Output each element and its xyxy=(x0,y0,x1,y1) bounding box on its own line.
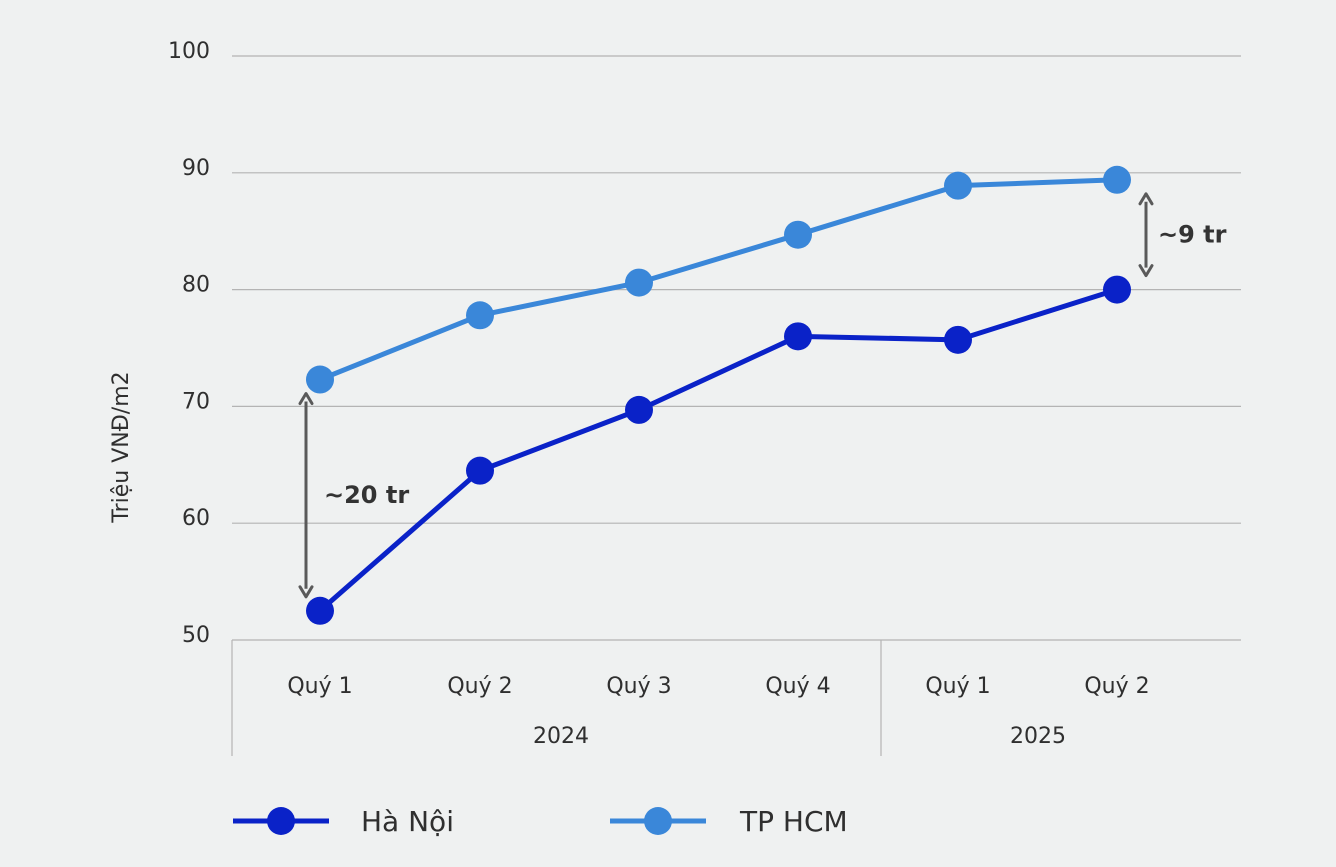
data-point xyxy=(625,268,653,297)
y-tick-label: 50 xyxy=(182,623,210,648)
y-tick-label: 70 xyxy=(182,389,210,414)
legend-label: TP HCM xyxy=(739,805,848,838)
series-line xyxy=(317,287,1120,614)
legend-item: Hà Nội xyxy=(233,805,454,838)
series xyxy=(306,165,1131,625)
series-ha-noi xyxy=(306,275,1131,625)
y-axis-title: Triệu VNĐ/m2 xyxy=(109,371,134,523)
y-axis-ticks: 50 60 70 80 90 100 xyxy=(168,39,210,648)
legend-label: Hà Nội xyxy=(361,805,454,838)
data-point xyxy=(784,322,812,351)
y-tick-label: 60 xyxy=(182,506,210,531)
data-point xyxy=(306,596,334,625)
annotation-arrow-head xyxy=(298,585,314,599)
x-tick-label: Quý 1 xyxy=(287,674,352,699)
legend-item: TP HCM xyxy=(610,805,848,838)
legend-marker xyxy=(644,807,672,835)
y-tick-label: 100 xyxy=(168,39,210,64)
data-point xyxy=(1103,165,1131,194)
x-tick-label: Quý 2 xyxy=(447,674,512,699)
gridlines xyxy=(232,55,1241,641)
data-point xyxy=(466,301,494,330)
annotation-label: ~20 tr xyxy=(324,481,409,509)
legend-marker xyxy=(267,807,295,835)
series-line xyxy=(317,177,1120,383)
data-point xyxy=(625,395,653,424)
x-group-label: 2025 xyxy=(1010,724,1066,749)
data-point xyxy=(1103,275,1131,304)
y-tick-label: 90 xyxy=(182,156,210,181)
annotation-arrow-head xyxy=(298,392,314,406)
data-point xyxy=(944,171,972,200)
annotation-arrow-head xyxy=(1138,264,1154,278)
annotations: ~20 tr ~9 tr xyxy=(298,192,1227,599)
annotation-label: ~9 tr xyxy=(1158,221,1227,249)
y-tick-label: 80 xyxy=(182,273,210,298)
x-axis: Quý 1 Quý 2 Quý 3 Quý 4 Quý 1 Quý 2 2024 2025 xyxy=(231,640,1150,756)
x-tick-label: Quý 1 xyxy=(925,674,990,699)
x-tick-label: Quý 4 xyxy=(765,674,830,699)
x-tick-label: Quý 3 xyxy=(606,674,671,699)
data-point xyxy=(306,365,334,394)
x-group-label: 2024 xyxy=(533,724,589,749)
x-tick-label: Quý 2 xyxy=(1084,674,1149,699)
annotation-arrow-head xyxy=(1138,192,1154,206)
series-tp-hcm xyxy=(306,165,1131,394)
data-point xyxy=(944,325,972,354)
data-point xyxy=(784,220,812,249)
data-point xyxy=(466,456,494,485)
legend: Hà Nội TP HCM xyxy=(233,805,848,838)
